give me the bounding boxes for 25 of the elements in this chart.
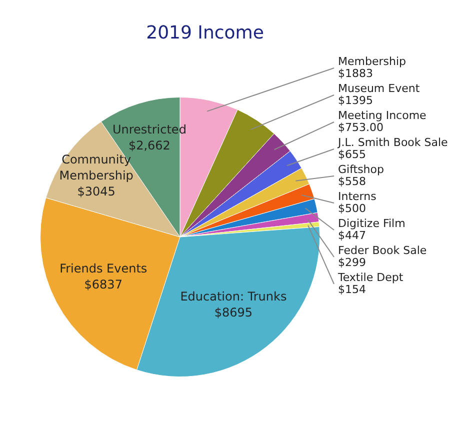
data-label: $6837 [84, 278, 122, 292]
data-label: $753.00 [338, 120, 384, 134]
data-label: $500 [338, 202, 366, 215]
data-label: $1395 [338, 94, 373, 107]
slice-label: Textile Dept [337, 270, 404, 284]
data-label: $3045 [77, 184, 116, 198]
slice-label: Museum Event [338, 82, 420, 95]
data-label: $447 [338, 228, 366, 242]
slice-label: Digitize Film [338, 216, 406, 230]
slice-label: Feder Book Sale [338, 244, 427, 257]
slice-label: Interns [338, 190, 377, 203]
data-label: $154 [338, 282, 366, 296]
slice-label: J.L. Smith Book Sale [337, 136, 448, 149]
data-label: $558 [338, 174, 366, 188]
slice-label: Membership [338, 54, 406, 68]
data-label: $655 [338, 148, 366, 161]
slice-label: Friends Events [60, 262, 148, 276]
slice-label: Meeting Income [338, 108, 427, 122]
data-label: $8695 [214, 305, 253, 320]
data-label: $2,662 [128, 138, 170, 152]
data-label: $299 [338, 256, 366, 269]
chart-title: 2019 Income [146, 22, 264, 44]
data-label: $1883 [338, 66, 373, 80]
slice-label: Giftshop [338, 162, 384, 176]
slice-label: Education: Trunks [180, 289, 287, 304]
